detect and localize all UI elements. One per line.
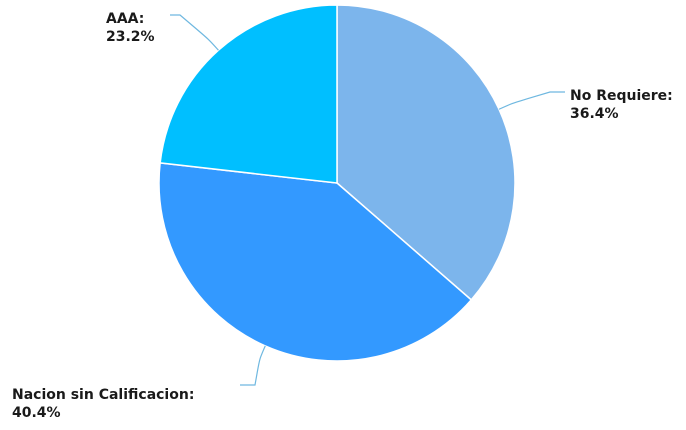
connector-line-no-requiere — [498, 91, 565, 110]
data-label-no-requiere: No Requiere: 36.4% — [570, 88, 673, 122]
data-label-aaa: AAA: 23.2% — [106, 11, 155, 45]
pie-slice-no-requiere[interactable] — [336, 4, 516, 301]
data-label-value: 40.4% — [12, 405, 61, 421]
connector-line-nacion-sin-calificacion — [240, 345, 266, 386]
data-label-name: No Requiere: — [570, 88, 673, 104]
pie-slice-aaa[interactable] — [159, 4, 338, 184]
data-label-nacion-sin-calificacion: Nacion sin Calificacion: 40.4% — [12, 387, 194, 421]
pie-slice-nacion-sin-calificacion[interactable] — [158, 162, 473, 362]
data-label-name: Nacion sin Calificacion: — [12, 387, 194, 403]
data-label-name: AAA: — [106, 11, 144, 27]
connector-line-aaa — [170, 14, 219, 51]
data-label-value: 36.4% — [570, 106, 619, 122]
data-label-value: 23.2% — [106, 29, 155, 45]
